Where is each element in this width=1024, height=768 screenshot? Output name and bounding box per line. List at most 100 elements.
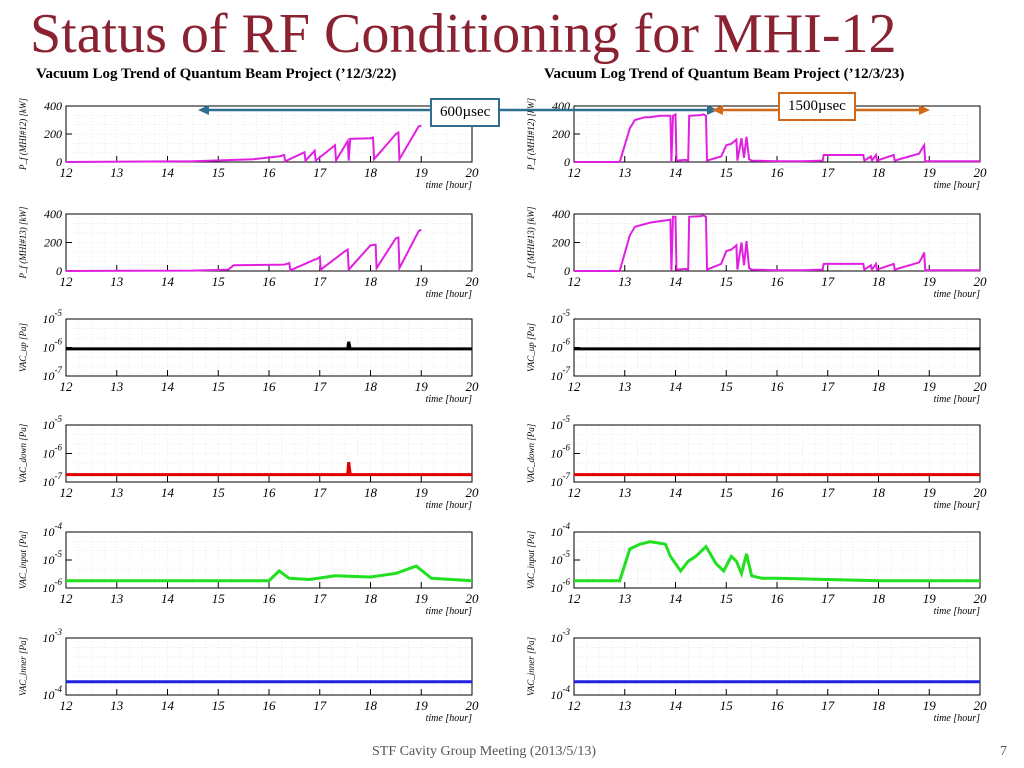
chart-title-left: Vacuum Log Trend of Quantum Beam Project… <box>36 66 397 82</box>
x-tick-label: 17 <box>313 379 327 394</box>
x-tick-label: 16 <box>263 485 277 500</box>
x-tick-label: 19 <box>923 485 937 500</box>
x-tick-label: 14 <box>161 379 175 394</box>
x-axis-label: time [hour] <box>934 289 981 300</box>
x-tick-label: 15 <box>720 698 734 713</box>
x-tick-label: 18 <box>872 591 886 606</box>
y-tick-label: 10-7 <box>43 365 63 383</box>
y-tick-base: 10 <box>551 553 563 567</box>
y-axis-label: P_f (MHI#13) [kW] <box>526 206 536 279</box>
x-tick-label: 14 <box>669 485 683 500</box>
x-tick-label: 16 <box>771 379 785 394</box>
y-tick-exponent: -5 <box>563 549 571 559</box>
x-tick-label: 20 <box>466 698 480 713</box>
x-tick-label: 13 <box>110 698 124 713</box>
x-axis-label: time [hour] <box>934 394 981 405</box>
y-axis-label: VAC_input [Pa] <box>18 530 28 589</box>
x-tick-label: 14 <box>669 379 683 394</box>
y-tick-exponent: -6 <box>563 577 571 587</box>
x-tick-label: 18 <box>364 485 378 500</box>
y-tick-label: 0 <box>56 264 62 278</box>
y-tick-base: 10 <box>551 475 563 489</box>
y-tick-label: 10-6 <box>43 577 63 595</box>
x-tick-label: 17 <box>313 591 327 606</box>
x-tick-label: 14 <box>669 274 683 289</box>
y-tick-base: 10 <box>551 688 563 702</box>
page-number: 7 <box>1000 744 1007 759</box>
chart-title-right: Vacuum Log Trend of Quantum Beam Project… <box>544 66 905 82</box>
x-tick-label: 15 <box>212 165 226 180</box>
x-tick-label: 15 <box>212 485 226 500</box>
x-tick-label: 20 <box>974 485 988 500</box>
y-tick-label: 10-5 <box>43 414 63 432</box>
y-tick-label: 10-3 <box>43 627 63 645</box>
x-tick-label: 18 <box>872 274 886 289</box>
y-tick-base: 10 <box>43 447 55 461</box>
arrow-head-left <box>198 105 209 115</box>
x-tick-label: 18 <box>872 485 886 500</box>
x-tick-label: 16 <box>771 165 785 180</box>
data-series <box>574 540 980 583</box>
data-series <box>65 124 422 164</box>
y-tick-base: 10 <box>551 447 563 461</box>
x-tick-label: 18 <box>364 698 378 713</box>
y-tick-exponent: -6 <box>55 337 63 347</box>
y-axis-label: VAC_down [Pa] <box>18 423 28 483</box>
x-tick-label: 18 <box>872 165 886 180</box>
y-tick-exponent: -7 <box>55 365 63 375</box>
y-tick-base: 10 <box>43 553 55 567</box>
y-tick-label: 0 <box>564 155 570 169</box>
y-tick-exponent: -3 <box>563 627 571 637</box>
x-axis-label: time [hour] <box>934 713 981 724</box>
x-tick-label: 12 <box>568 698 582 713</box>
y-tick-exponent: -7 <box>563 365 571 375</box>
x-tick-label: 14 <box>161 698 175 713</box>
x-axis-label: time [hour] <box>934 180 981 191</box>
y-tick-base: 10 <box>43 418 55 432</box>
y-tick-base: 10 <box>43 369 55 383</box>
x-tick-label: 13 <box>110 379 124 394</box>
y-tick-label: 10-7 <box>43 471 63 489</box>
y-axis-label: P_f (MHI#12) [kW] <box>526 98 536 171</box>
y-axis-label: VAC_inner [Pa] <box>526 636 536 696</box>
x-tick-label: 17 <box>313 698 327 713</box>
x-axis-label: time [hour] <box>426 606 473 617</box>
x-tick-label: 18 <box>364 591 378 606</box>
y-tick-label: 10-5 <box>551 414 571 432</box>
y-tick-base: 10 <box>43 341 55 355</box>
x-tick-label: 14 <box>669 698 683 713</box>
x-tick-label: 12 <box>60 698 74 713</box>
x-tick-label: 13 <box>618 274 632 289</box>
x-tick-label: 15 <box>720 485 734 500</box>
x-tick-label: 12 <box>568 591 582 606</box>
y-tick-label: 10-3 <box>551 627 571 645</box>
x-tick-label: 12 <box>60 274 74 289</box>
x-tick-label: 19 <box>415 698 429 713</box>
y-tick-label: 10-5 <box>551 549 571 567</box>
y-tick-label: 10-6 <box>43 337 63 355</box>
x-tick-label: 18 <box>364 165 378 180</box>
y-tick-base: 10 <box>551 312 563 326</box>
y-axis-label: VAC_up [Pa] <box>18 322 28 372</box>
x-tick-label: 20 <box>466 379 480 394</box>
x-tick-label: 14 <box>161 485 175 500</box>
x-tick-label: 19 <box>415 591 429 606</box>
x-tick-label: 18 <box>364 274 378 289</box>
y-tick-label: 10-4 <box>43 684 63 702</box>
x-tick-label: 19 <box>923 274 937 289</box>
y-axis-label: VAC_inner [Pa] <box>18 636 28 696</box>
x-tick-label: 12 <box>568 379 582 394</box>
x-tick-label: 15 <box>720 591 734 606</box>
y-tick-exponent: -4 <box>563 521 571 531</box>
x-tick-label: 16 <box>771 485 785 500</box>
data-series <box>66 462 472 477</box>
y-tick-label: 10-7 <box>551 471 571 489</box>
y-tick-base: 10 <box>43 475 55 489</box>
x-tick-label: 13 <box>110 591 124 606</box>
x-tick-label: 15 <box>720 274 734 289</box>
x-tick-label: 17 <box>313 165 327 180</box>
